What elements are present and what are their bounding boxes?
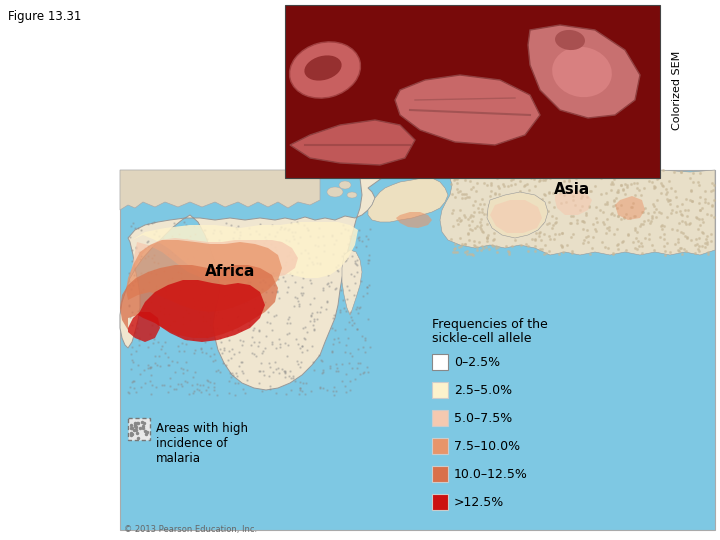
Polygon shape [396,212,432,228]
Bar [120,170,715,530]
Polygon shape [132,222,358,278]
Text: Africa: Africa [204,265,255,280]
Polygon shape [130,238,298,282]
Bar [432,438,448,454]
Ellipse shape [305,56,341,80]
Bar [432,410,448,426]
Text: 0–2.5%: 0–2.5% [454,355,500,368]
Polygon shape [555,190,592,215]
Polygon shape [395,75,540,145]
Text: Frequencies of the: Frequencies of the [432,318,548,331]
Polygon shape [120,170,320,210]
Polygon shape [290,120,415,165]
Bar [432,494,448,510]
Text: sickle-cell allele: sickle-cell allele [432,332,531,345]
Polygon shape [368,178,448,222]
Text: 10.0–12.5%: 10.0–12.5% [454,468,528,481]
Polygon shape [615,196,645,220]
Polygon shape [440,170,715,255]
Bar [432,466,448,482]
Ellipse shape [555,30,585,50]
Text: Figure 13.31: Figure 13.31 [8,10,81,23]
Bar [432,382,448,398]
Polygon shape [342,250,362,315]
Polygon shape [528,25,640,118]
Text: >12.5%: >12.5% [454,496,504,509]
Bar [432,354,448,370]
Ellipse shape [347,192,357,198]
Polygon shape [487,192,548,238]
Text: 5.0–7.5%: 5.0–7.5% [454,411,512,424]
Text: Asia: Asia [554,183,590,198]
Polygon shape [128,312,160,342]
Polygon shape [138,280,265,342]
Polygon shape [120,162,385,390]
Polygon shape [126,240,282,312]
Text: Areas with high
incidence of
malaria: Areas with high incidence of malaria [156,422,248,465]
Polygon shape [490,200,542,233]
Ellipse shape [552,47,612,97]
Ellipse shape [327,187,343,197]
Bar [128,418,150,440]
Ellipse shape [289,42,361,98]
Text: Colorized SEM: Colorized SEM [672,50,682,130]
Text: 7.5–10.0%: 7.5–10.0% [454,440,520,453]
Ellipse shape [339,181,351,189]
Text: © 2013 Pearson Education, Inc.: © 2013 Pearson Education, Inc. [124,525,257,534]
Polygon shape [120,265,278,338]
Bar [285,5,660,178]
Text: 2.5–5.0%: 2.5–5.0% [454,383,512,396]
